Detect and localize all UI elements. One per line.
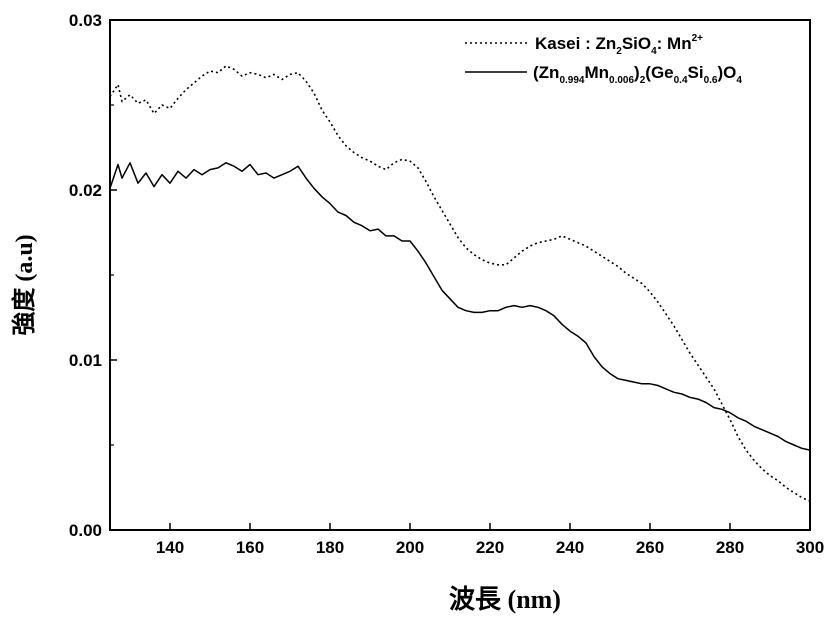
legend-label-kasei: Kasei : Zn2SiO4: Mn2+ — [535, 33, 703, 57]
x-tick-label: 220 — [476, 538, 504, 557]
y-axis-title: 強度 (a.u) — [10, 234, 38, 335]
x-tick-label: 140 — [156, 538, 184, 557]
x-tick-label: 200 — [396, 538, 424, 557]
x-tick-label: 300 — [796, 538, 824, 557]
y-tick-label: 0.01 — [69, 351, 102, 370]
x-tick-label: 280 — [716, 538, 744, 557]
x-tick-label: 160 — [236, 538, 264, 557]
plot-frame — [109, 19, 811, 531]
series-layer — [109, 65, 811, 502]
x-tick-label: 260 — [636, 538, 664, 557]
series-line-solid — [109, 162, 811, 451]
y-tick-label: 0.00 — [69, 521, 102, 540]
legend-label-formula: (Zn0.994Mn0.006)2(Ge0.4Si0.6)O4 — [533, 63, 742, 86]
x-axis-title: 波長 (nm) — [449, 585, 561, 614]
ticks-layer: 140 160 180 200 220 240 260 280 300 0.00 0.01 0.02 0… — [69, 11, 824, 557]
y-tick-label: 0.02 — [69, 181, 102, 200]
x-tick-label: 180 — [316, 538, 344, 557]
legend: Kasei : Zn2SiO4: Mn2+ (Zn0.994Mn0.006)2(… — [465, 33, 742, 86]
x-tick-label: 240 — [556, 538, 584, 557]
series-line-dotted — [109, 65, 811, 502]
y-tick-label: 0.03 — [69, 11, 102, 30]
